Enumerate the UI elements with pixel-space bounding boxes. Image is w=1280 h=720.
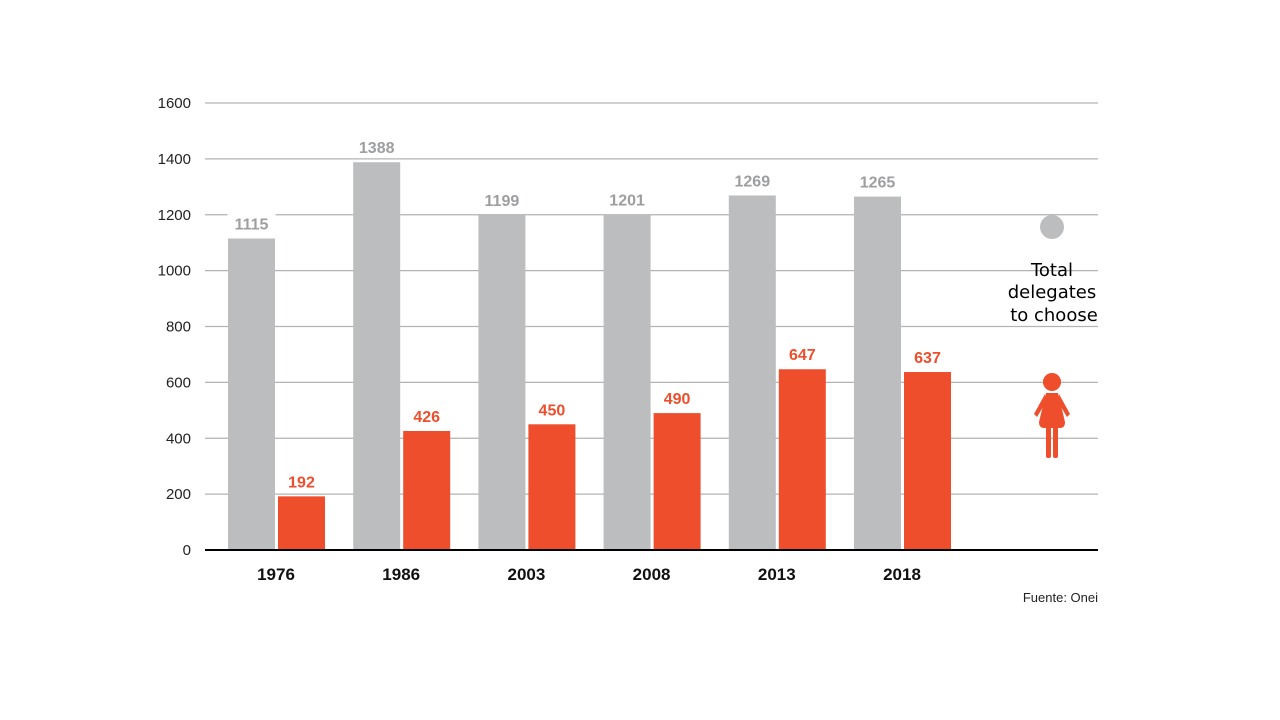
data-label-background <box>653 388 702 409</box>
bar-women-delegates <box>278 496 325 550</box>
y-axis-ticks: 0 200 400 600 800 1000 1200 1400 1600 <box>158 95 191 559</box>
legend-label-line-3: to choose <box>1010 305 1098 326</box>
y-tick-label: 400 <box>166 430 191 447</box>
data-label-background <box>402 405 451 426</box>
legend-label-line-1: Total <box>1030 260 1073 281</box>
data-label-background <box>853 171 902 192</box>
data-label: 1115 <box>235 216 269 233</box>
data-label: 1269 <box>735 173 771 190</box>
y-tick-label: 1000 <box>158 263 191 280</box>
y-tick-label: 800 <box>166 319 191 336</box>
data-label: 1201 <box>609 192 645 209</box>
data-label: 450 <box>539 402 566 419</box>
y-tick-label: 1400 <box>158 151 191 168</box>
y-tick-label: 200 <box>166 486 191 503</box>
y-tick-label: 1600 <box>158 95 191 112</box>
data-label-background <box>728 170 777 191</box>
bar-women-delegates <box>904 372 951 550</box>
bar-total-delegates <box>603 214 651 550</box>
x-axis-ticks: 1976 1986 2003 2008 2013 2018 <box>257 565 921 584</box>
gridlines <box>205 102 1098 495</box>
bar-total-delegates <box>478 215 526 551</box>
data-label-background <box>352 137 401 158</box>
x-tick-label: 1976 <box>257 565 295 584</box>
gray-circle-icon <box>1040 215 1064 239</box>
data-label: 1265 <box>860 175 896 192</box>
source-note: Fuente: Onei <box>1023 590 1098 605</box>
bar-total-delegates <box>854 196 901 550</box>
y-tick-label: 600 <box>166 374 191 391</box>
x-tick-label: 2013 <box>758 565 796 584</box>
bars <box>228 162 951 551</box>
data-label: 1199 <box>485 193 520 210</box>
data-label: 426 <box>413 409 440 426</box>
data-label-background <box>778 344 827 365</box>
bar-total-delegates <box>728 195 776 550</box>
data-label: 647 <box>789 347 816 364</box>
y-tick-label: 1200 <box>158 207 191 224</box>
bar-total-delegates <box>228 238 275 550</box>
data-label: 1388 <box>359 140 395 157</box>
legend: Total delegates to choose <box>1008 215 1098 458</box>
legend-label-line-2: delegates <box>1008 282 1097 303</box>
data-label-background <box>227 213 276 234</box>
data-label-background <box>477 190 526 211</box>
woman-icon <box>1034 373 1070 458</box>
data-labels: 1115 192 1388 426 1199 450 1201 490 1269 647 1265 6… <box>227 137 952 492</box>
data-label-background <box>277 471 326 492</box>
data-label: 490 <box>664 391 691 408</box>
x-tick-label: 2008 <box>633 565 671 584</box>
x-tick-label: 2003 <box>507 565 545 584</box>
x-tick-label: 2018 <box>883 565 921 584</box>
bar-women-delegates <box>778 369 826 550</box>
bar-women-delegates <box>403 430 451 550</box>
y-tick-label: 0 <box>183 542 191 559</box>
x-tick-label: 1986 <box>382 565 420 584</box>
data-label-background <box>603 189 652 210</box>
data-label-background <box>903 347 952 368</box>
bar-women-delegates <box>528 424 576 550</box>
data-label-background <box>527 399 576 420</box>
bar-women-delegates <box>653 413 701 550</box>
bar-total-delegates <box>353 162 401 551</box>
data-label: 637 <box>914 350 941 367</box>
data-label: 192 <box>288 474 315 491</box>
